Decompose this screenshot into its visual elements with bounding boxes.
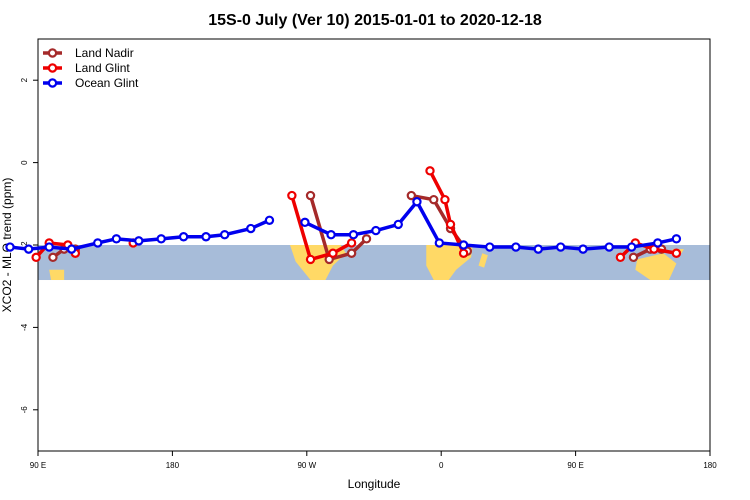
legend-swatch-marker	[47, 48, 58, 58]
legend-item: Ocean Glint	[43, 76, 139, 90]
data-point	[5, 242, 15, 252]
data-point	[246, 223, 256, 234]
data-point	[44, 242, 54, 252]
x-tick-label: 180	[703, 461, 717, 470]
data-point	[671, 234, 682, 244]
x-tick-label: 90 E	[567, 461, 583, 470]
data-point	[434, 238, 445, 248]
data-point	[429, 194, 439, 205]
data-point	[511, 242, 521, 252]
legend-label: Land Nadir	[75, 46, 134, 60]
y-tick-label: -6	[20, 406, 29, 414]
data-point	[48, 252, 58, 263]
land-madagascar	[478, 253, 488, 268]
y-axis: 2 0 -2 -4 -6	[20, 77, 38, 413]
data-point	[533, 244, 543, 254]
legend-label: Ocean Glint	[75, 76, 139, 90]
data-point	[201, 232, 211, 242]
data-point	[326, 229, 336, 240]
data-point	[156, 234, 166, 244]
legend-swatch-marker	[47, 78, 58, 88]
x-axis: 90 E 180 90 W 0 90 E 180	[30, 451, 717, 470]
data-point	[305, 254, 316, 265]
data-point	[626, 242, 637, 252]
data-point	[425, 166, 435, 176]
land-australia-west	[49, 269, 65, 281]
series-line	[290, 195, 353, 262]
y-tick-label: -4	[20, 323, 29, 331]
data-point	[485, 242, 495, 252]
data-point	[458, 240, 469, 250]
data-point	[393, 219, 403, 230]
series-2	[5, 197, 682, 254]
series-1	[31, 166, 682, 265]
y-tick-label: 2	[20, 77, 29, 82]
data-point	[305, 190, 316, 201]
data-point	[578, 244, 588, 254]
data-point	[219, 229, 230, 240]
data-point	[604, 242, 614, 252]
data-point	[445, 219, 456, 230]
data-point	[555, 242, 566, 252]
data-point	[348, 229, 359, 240]
data-point	[615, 252, 626, 263]
data-point	[653, 238, 663, 248]
legend-label: Land Glint	[75, 61, 130, 75]
data-point	[671, 248, 682, 258]
legend-item: Land Nadir	[43, 46, 134, 60]
data-point	[346, 248, 357, 258]
y-tick-label: -2	[20, 241, 29, 249]
x-tick-label: 90 W	[297, 461, 316, 470]
series-line	[428, 170, 466, 254]
data-point	[300, 217, 310, 228]
land-australia	[635, 253, 677, 281]
data-point	[458, 248, 469, 258]
x-tick-label: 90 E	[30, 461, 46, 470]
y-tick-label: 0	[20, 160, 29, 165]
x-axis-label: Longitude	[348, 477, 401, 491]
series-layer	[5, 166, 682, 265]
data-point	[31, 252, 41, 263]
data-point	[628, 252, 639, 263]
data-point	[412, 197, 422, 207]
data-point	[264, 215, 275, 225]
data-point	[406, 190, 417, 201]
data-point	[287, 190, 297, 201]
legend-item: Land Glint	[43, 61, 130, 75]
data-point	[371, 225, 381, 236]
series-line	[304, 199, 677, 251]
data-point	[23, 244, 34, 254]
data-point	[66, 244, 77, 254]
x-tick-label: 0	[439, 461, 444, 470]
ocean-band	[38, 245, 710, 281]
x-tick-label: 180	[166, 461, 180, 470]
legend-swatch-marker	[47, 63, 58, 73]
data-point	[93, 238, 103, 248]
data-point	[440, 194, 450, 205]
data-point	[328, 248, 338, 258]
data-point	[178, 232, 189, 242]
data-point	[134, 236, 144, 246]
data-point	[111, 234, 122, 244]
data-point	[361, 234, 372, 244]
chart-title: 15S-0 July (Ver 10) 2015-01-01 to 2020-1…	[208, 12, 542, 29]
data-point	[346, 238, 357, 248]
